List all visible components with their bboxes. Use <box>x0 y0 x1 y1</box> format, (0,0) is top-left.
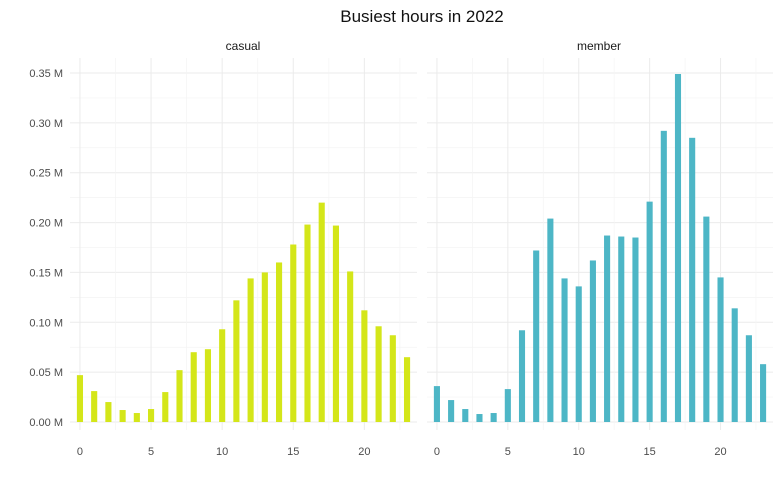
bar-member-hour-3 <box>476 414 483 422</box>
bar-casual-hour-20 <box>361 310 368 422</box>
x-tick-label: 5 <box>148 446 154 458</box>
bar-casual-hour-9 <box>204 349 212 422</box>
y-tick-label: 0.10 M <box>29 317 63 329</box>
x-tick-label: 0 <box>77 446 83 458</box>
bar-casual-hour-10 <box>219 329 226 422</box>
bar-casual-hour-1 <box>91 391 98 422</box>
facet-label-casual: casual <box>226 39 261 53</box>
y-tick-label: 0.00 M <box>29 417 63 429</box>
bar-casual-hour-14 <box>275 262 283 422</box>
bar-casual-hour-5 <box>148 409 155 422</box>
bar-member-hour-6 <box>518 330 526 422</box>
bar-member-hour-11 <box>589 260 596 422</box>
bar-casual-hour-7 <box>176 370 183 422</box>
bar-member-hour-21 <box>731 308 738 422</box>
facet-panel-member: member 0 5 10 15 20 <box>427 39 773 458</box>
bar-casual-hour-4 <box>133 413 140 422</box>
bar-casual-hour-2 <box>105 402 112 422</box>
x-tick-label: 15 <box>644 446 656 458</box>
bar-member-hour-7 <box>533 250 540 422</box>
y-axis: 0.00 M 0.05 M 0.10 M 0.15 M 0.20 M 0.25 M 0.30… <box>29 68 63 429</box>
bar-member-hour-5 <box>504 389 511 422</box>
bar-member-hour-12 <box>604 235 611 422</box>
bar-casual-hour-16 <box>304 224 311 422</box>
bar-member-hour-8 <box>547 218 554 422</box>
bar-casual-hour-19 <box>347 271 354 422</box>
bar-member-hour-19 <box>703 216 710 422</box>
bar-member-hour-22 <box>745 335 752 422</box>
facet-label-member: member <box>577 39 621 53</box>
y-tick-label: 0.20 M <box>29 218 63 230</box>
bar-member-hour-23 <box>760 364 767 422</box>
x-tick-label: 20 <box>358 446 370 458</box>
y-tick-label: 0.35 M <box>29 68 63 80</box>
bar-member-hour-1 <box>448 400 455 422</box>
gridlines <box>70 58 417 430</box>
bar-member-hour-9 <box>561 278 568 422</box>
x-tick-label: 20 <box>714 446 726 458</box>
bar-casual-hour-18 <box>332 225 339 422</box>
bar-casual-hour-21 <box>375 326 382 422</box>
bar-member-hour-10 <box>575 286 582 422</box>
bar-member-hour-20 <box>717 277 724 422</box>
y-tick-label: 0.30 M <box>29 118 63 130</box>
chart-title: Busiest hours in 2022 <box>340 7 504 26</box>
bar-casual-hour-12 <box>247 278 254 422</box>
bar-member-hour-13 <box>618 236 625 422</box>
bar-casual-hour-23 <box>403 357 411 422</box>
bar-member-hour-14 <box>632 237 639 422</box>
x-tick-label: 10 <box>573 446 585 458</box>
y-tick-label: 0.15 M <box>29 267 63 279</box>
bar-member-hour-17 <box>674 73 682 423</box>
bar-casual-hour-17 <box>318 202 325 422</box>
facet-panel-casual: casual 0 5 10 15 20 <box>70 39 417 458</box>
bar-casual-hour-22 <box>389 335 396 422</box>
bar-casual-hour-8 <box>190 352 197 422</box>
bar-casual-hour-3 <box>119 410 126 422</box>
bar-member-hour-0 <box>433 386 440 422</box>
x-tick-label: 0 <box>434 446 440 458</box>
bar-casual-hour-0 <box>76 375 84 422</box>
bar-casual-hour-6 <box>162 392 169 422</box>
bar-member-hour-4 <box>490 413 497 422</box>
x-tick-label: 10 <box>216 446 228 458</box>
bar-member-hour-18 <box>689 137 696 423</box>
y-tick-label: 0.25 M <box>29 168 63 180</box>
bar-member-hour-16 <box>660 130 667 422</box>
bar-casual-hour-13 <box>261 272 268 422</box>
x-tick-label: 5 <box>505 446 511 458</box>
bar-member-hour-2 <box>462 409 469 422</box>
y-tick-label: 0.05 M <box>29 367 63 379</box>
bar-casual-hour-11 <box>233 300 240 422</box>
bar-casual-hour-15 <box>290 244 297 422</box>
x-tick-label: 15 <box>287 446 299 458</box>
bar-member-hour-15 <box>646 201 653 422</box>
